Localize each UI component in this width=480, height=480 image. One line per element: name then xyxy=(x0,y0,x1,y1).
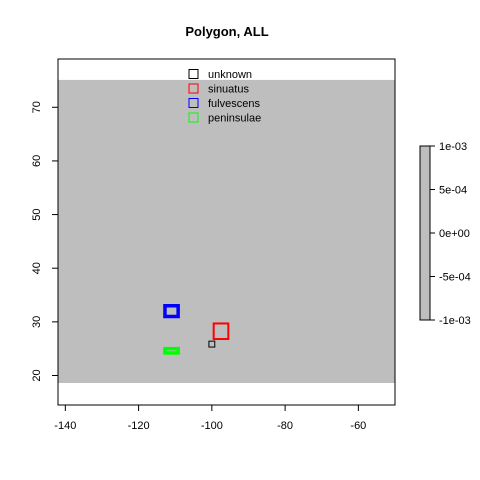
colorbar-bar xyxy=(419,145,431,321)
legend-label-peninsulae: peninsulae xyxy=(208,113,261,125)
colorbar-tick-label: -1e-03 xyxy=(439,315,471,327)
y-tick-label: 40 xyxy=(31,262,43,274)
legend-swatch-unknown xyxy=(188,69,199,79)
series-fulvescens-box-0 xyxy=(163,304,180,319)
colorbar-tick-label: 5e-04 xyxy=(439,185,467,197)
legend: unknown sinuatus fulvescens peninsulae xyxy=(188,69,261,125)
colorbar: 1e-03 5e-04 0e+00 -5e-04 -1e-03 xyxy=(419,141,471,327)
series-peninsulae-box-0 xyxy=(163,346,180,355)
legend-label-unknown: unknown xyxy=(208,69,252,81)
plot-area: -140 -120 -100 -80 -60 20 30 40 50 60 70 xyxy=(31,58,396,432)
background-region xyxy=(58,79,395,384)
colorbar-tick-label: 0e+00 xyxy=(439,228,470,240)
x-tick-label: -60 xyxy=(350,420,366,432)
y-tick-label: 50 xyxy=(31,208,43,220)
x-tick-label: -140 xyxy=(54,420,76,432)
legend-swatch-peninsulae xyxy=(188,112,199,123)
legend-swatch-fulvescens xyxy=(188,98,199,108)
x-tick-label: -80 xyxy=(277,420,293,432)
legend-swatch-sinuatus xyxy=(188,83,199,94)
colorbar-tick-label: -5e-04 xyxy=(439,272,471,284)
legend-label-sinuatus: sinuatus xyxy=(208,84,249,96)
chart-title: Polygon, ALL xyxy=(185,24,268,39)
series-sinuatus-box-0 xyxy=(212,322,230,341)
x-tick-label: -100 xyxy=(201,420,223,432)
y-tick-label: 30 xyxy=(31,316,43,328)
y-tick-label: 60 xyxy=(31,155,43,167)
x-tick-label: -120 xyxy=(128,420,150,432)
legend-label-fulvescens: fulvescens xyxy=(208,98,260,110)
plot-frame xyxy=(57,58,396,406)
y-tick-label: 20 xyxy=(31,369,43,381)
colorbar-tick-label: 1e-03 xyxy=(439,141,467,153)
series-unknown-box-0 xyxy=(208,340,216,348)
y-tick-label: 70 xyxy=(31,101,43,113)
